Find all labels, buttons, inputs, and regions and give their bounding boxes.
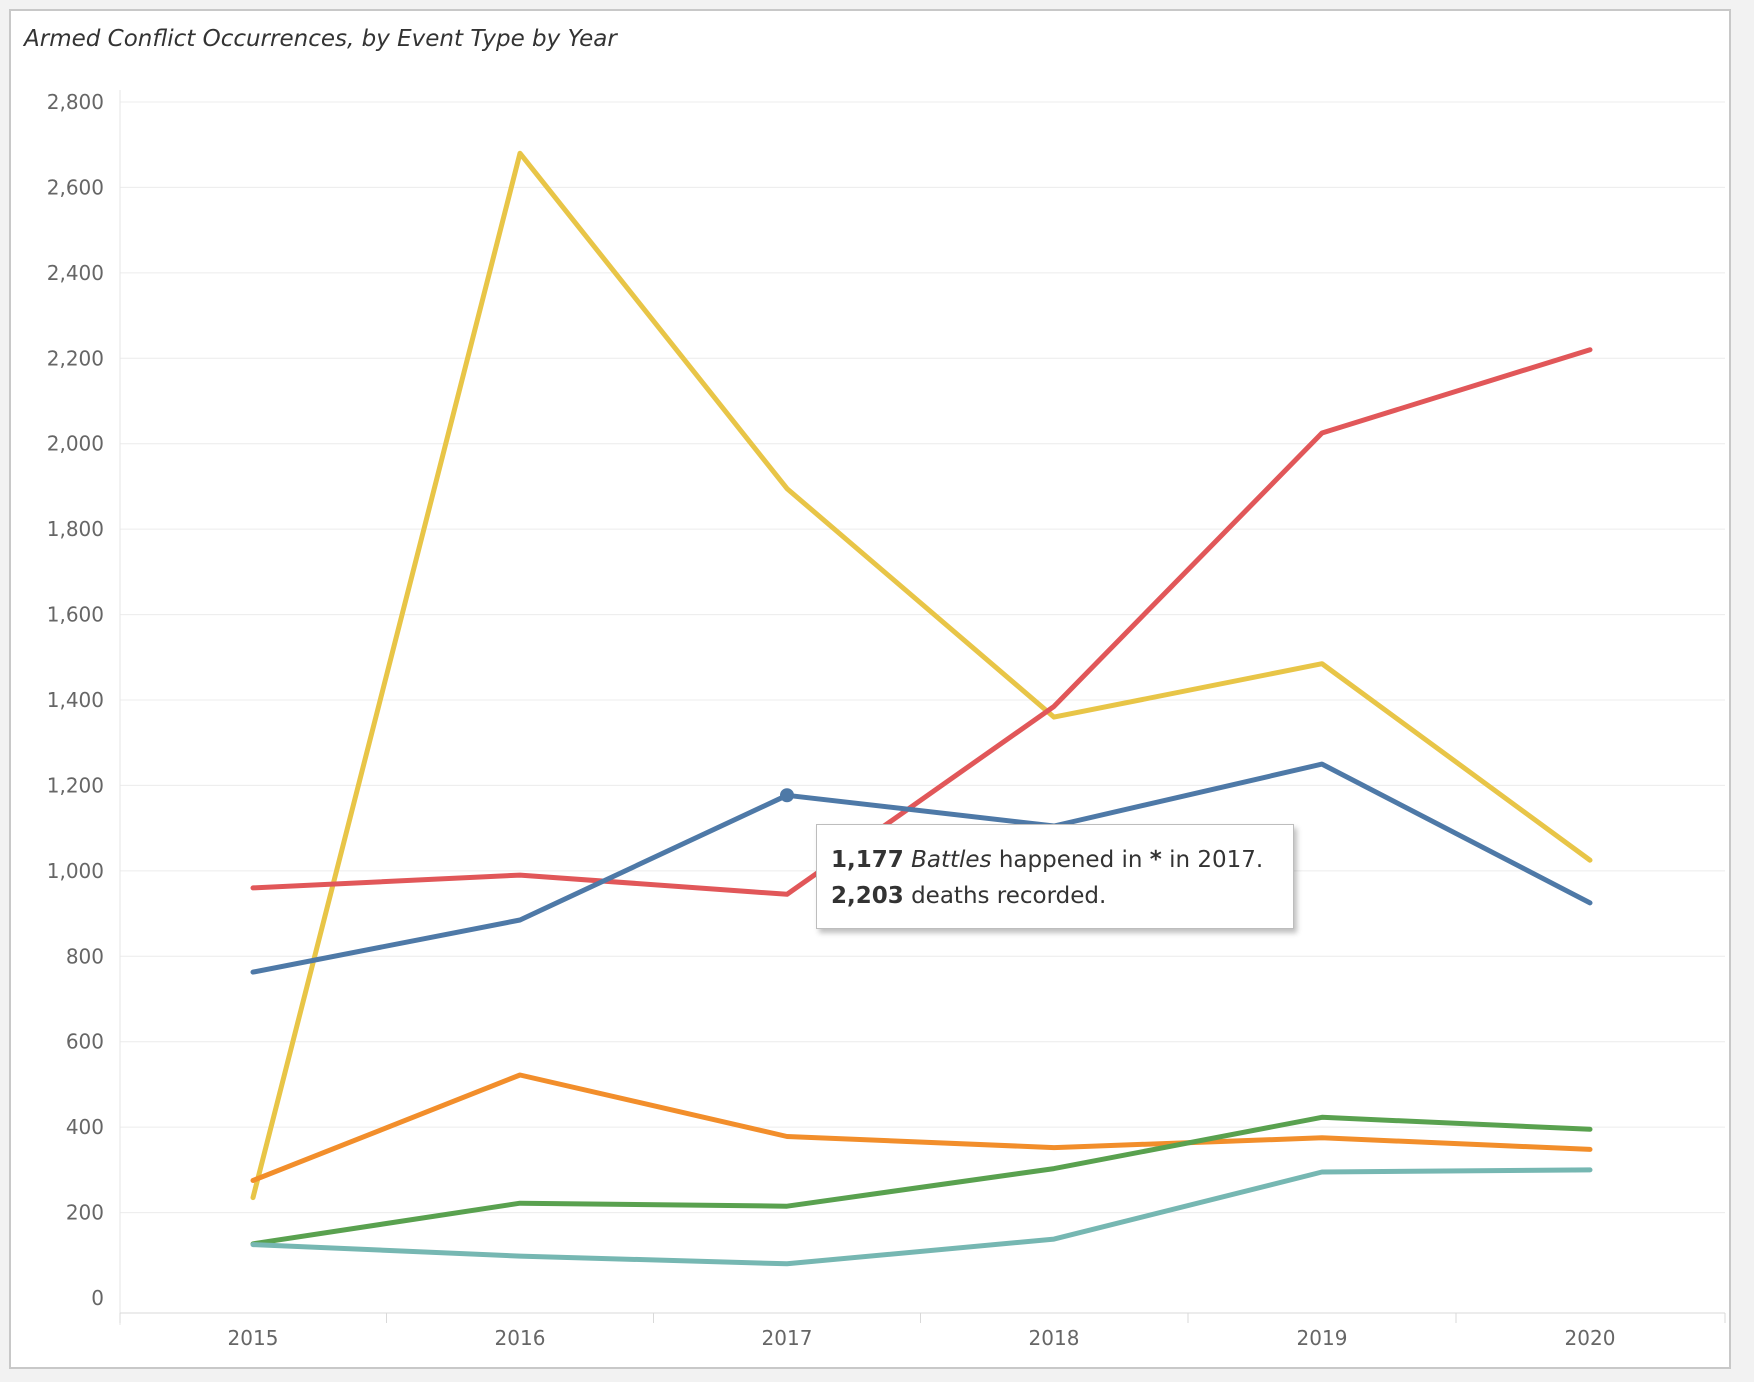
x-tick-label: 2018: [1029, 1326, 1080, 1350]
tooltip-place: *: [1149, 847, 1162, 873]
tooltip-mid: happened in: [998, 847, 1143, 873]
y-tick-label: 1,800: [47, 517, 104, 541]
tooltip-value: 1,177: [831, 847, 904, 873]
highlight-point: [780, 788, 794, 803]
tooltip-end: in 2017.: [1169, 847, 1264, 873]
tooltip: 1,177 Battles happened in * in 2017. 2,2…: [816, 824, 1294, 929]
x-tick-label: 2015: [228, 1326, 279, 1350]
y-tick-label: 800: [66, 944, 104, 968]
y-tick-label: 1,200: [47, 773, 104, 797]
tooltip-event: Battles: [911, 847, 992, 873]
series-line-3: [250, 761, 1593, 975]
y-tick-label: 600: [66, 1030, 104, 1054]
y-tick-label: 1,400: [47, 688, 104, 712]
chart-title: Armed Conflict Occurrences, by Event Typ…: [24, 26, 617, 52]
tooltip-line-1: 1,177 Battles happened in * in 2017.: [831, 842, 1293, 878]
series-lines: [250, 150, 1593, 1267]
y-tick-label: 1,000: [47, 859, 104, 883]
y-tick-label: 1,600: [47, 603, 104, 627]
y-tick-label: 2,600: [47, 175, 104, 199]
highlight-marker: [780, 788, 794, 803]
series-line-1: [250, 150, 1593, 1201]
y-tick-label: 200: [66, 1201, 104, 1225]
y-tick-label: 400: [66, 1115, 104, 1139]
series-line-4: [250, 1072, 1593, 1183]
y-tick-label: 2,800: [47, 90, 104, 114]
series-line-6: [250, 1167, 1593, 1267]
tooltip-deaths-text: deaths recorded.: [911, 883, 1107, 909]
x-tick-label: 2019: [1297, 1326, 1348, 1350]
x-tick-label: 2016: [495, 1326, 546, 1350]
tooltip-line-2: 2,203 deaths recorded.: [831, 878, 1293, 914]
tooltip-deaths: 2,203: [831, 883, 904, 909]
y-tick-label: 2,400: [47, 261, 104, 285]
series-line-2: [250, 347, 1593, 897]
gridlines: [119, 90, 1726, 1325]
y-tick-label: 0: [91, 1286, 104, 1310]
x-axis-ticks: 2015 2016 2017 2018 2019 2020: [228, 1326, 1616, 1350]
x-tick-label: 2017: [762, 1326, 813, 1350]
y-tick-label: 2,200: [47, 346, 104, 370]
series-line-5: [250, 1114, 1593, 1247]
y-axis-ticks: 0 200 400 600 800 1,000 1,200 1,400 1,600 1,800 2,…: [47, 90, 104, 1310]
y-tick-label: 2,000: [47, 432, 104, 456]
x-tick-label: 2020: [1565, 1326, 1616, 1350]
